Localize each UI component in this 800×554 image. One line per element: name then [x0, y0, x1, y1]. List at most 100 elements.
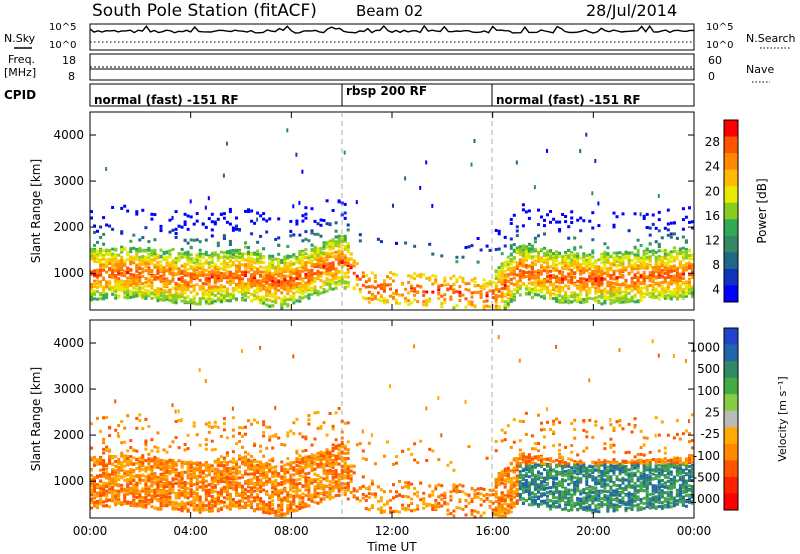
echo-cell — [174, 264, 178, 268]
echo-cell — [150, 474, 154, 478]
echo-cell — [546, 250, 549, 254]
echo-cell — [660, 257, 664, 260]
echo-cell — [159, 274, 163, 278]
echo-cell — [470, 303, 474, 307]
echo-cell — [630, 279, 634, 283]
echo-cell — [171, 271, 175, 275]
echo-cell — [228, 299, 232, 303]
echo-cell — [467, 300, 471, 304]
echo-cell — [675, 293, 679, 297]
echo-cell — [150, 212, 154, 216]
echo-cell — [141, 291, 145, 295]
echo-cell — [367, 290, 371, 294]
colorbar-swatch — [724, 235, 738, 253]
echo-cell — [156, 459, 160, 463]
echo-cell — [521, 258, 525, 262]
echo-cell — [117, 500, 121, 504]
echo-cell — [543, 246, 546, 250]
echo-cell — [114, 269, 118, 273]
echo-cell — [657, 297, 661, 301]
echo-cell — [117, 267, 121, 271]
echo-cell — [102, 276, 106, 280]
echo-cell — [222, 294, 226, 298]
echo-cell — [123, 287, 127, 291]
echo-cell — [618, 287, 622, 291]
echo-cell — [579, 229, 583, 233]
echo-cell — [567, 256, 571, 260]
echo-cell — [521, 253, 525, 257]
echo-cell — [666, 275, 670, 279]
echo-cell — [663, 287, 667, 291]
echo-cell — [669, 278, 673, 282]
echo-cell — [503, 300, 507, 304]
echo-cell — [96, 492, 99, 496]
echo-cell — [198, 255, 202, 259]
echo-cell — [370, 271, 374, 275]
echo-cell — [123, 269, 127, 273]
echo-cell — [467, 282, 471, 286]
echo-cell — [515, 279, 519, 283]
echo-cell — [192, 275, 196, 279]
echo-cell — [527, 254, 531, 257]
echo-cell — [582, 266, 586, 270]
echo-cell — [247, 256, 250, 260]
echo-cell — [153, 289, 157, 293]
echo-cell — [247, 270, 250, 274]
echo-cell — [292, 204, 295, 209]
echo-cell — [579, 289, 583, 293]
echo-cell — [543, 269, 546, 273]
echo-cell — [210, 285, 214, 289]
echo-cell — [304, 272, 308, 276]
echo-cell — [225, 253, 229, 257]
echo-cell — [201, 267, 205, 271]
echo-cell — [597, 258, 601, 262]
echo-cell — [491, 289, 495, 293]
echo-cell — [90, 456, 93, 460]
echo-cell — [213, 220, 217, 224]
echo-cell — [283, 274, 287, 278]
echo-cell — [150, 262, 154, 266]
echo-cell — [159, 477, 163, 481]
echo-cell — [93, 502, 96, 506]
echo-cell — [238, 284, 241, 288]
echo-cell — [669, 260, 673, 263]
echo-cell — [271, 266, 275, 270]
echo-cell — [201, 271, 205, 275]
echo-cell — [301, 239, 305, 243]
echo-cell — [96, 416, 99, 420]
echo-cell — [132, 462, 136, 466]
echo-cell — [639, 256, 643, 260]
echo-cell — [295, 270, 299, 273]
echo-cell — [382, 282, 386, 286]
echo-cell — [621, 261, 625, 265]
echo-cell — [660, 249, 664, 253]
echo-cell — [159, 507, 163, 511]
echo-cell — [307, 261, 311, 265]
echo-cell — [204, 299, 208, 303]
echo-cell — [337, 241, 341, 245]
echo-cell — [238, 250, 241, 254]
echo-cell — [117, 253, 121, 257]
echo-cell — [289, 266, 293, 270]
echo-cell — [216, 253, 220, 257]
echo-cell — [189, 253, 193, 257]
echo-cell — [138, 263, 142, 267]
echo-cell — [328, 252, 332, 256]
echo-cell — [162, 290, 166, 294]
echo-cell — [120, 286, 124, 289]
echo-cell — [231, 249, 235, 252]
echo-cell — [250, 260, 254, 263]
power-y-axis-label: Slant Range [km] — [29, 159, 43, 263]
echo-cell — [298, 286, 302, 290]
echo-cell — [96, 459, 99, 463]
echo-cell — [165, 297, 169, 301]
echo-cell — [561, 213, 565, 216]
echo-cell — [183, 270, 187, 274]
echo-cell — [114, 469, 118, 473]
echo-cell — [482, 304, 486, 308]
echo-cell — [518, 275, 522, 279]
echo-cell — [681, 295, 685, 299]
echo-cell — [304, 267, 308, 271]
echo-cell — [370, 292, 374, 296]
echo-cell — [105, 293, 109, 297]
